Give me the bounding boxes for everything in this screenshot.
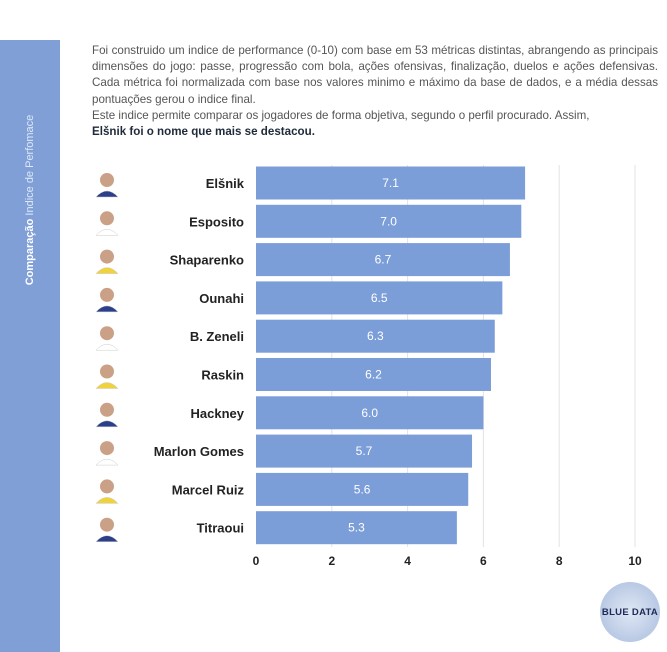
player-avatar-shirt: [95, 343, 119, 351]
player-avatar-head: [100, 479, 114, 494]
bar-value-label: 6.0: [361, 406, 378, 420]
intro-paragraph-2: Este indice permite comparar os jogadore…: [92, 108, 590, 122]
player-avatar-head: [100, 517, 114, 532]
bar: [256, 434, 473, 468]
player-name-label: Marcel Ruiz: [172, 482, 245, 497]
bar-value-label: 6.2: [365, 368, 382, 382]
intro-highlight: Elšnik foi o nome que mais se destacou.: [92, 125, 315, 139]
bar: [256, 472, 469, 506]
bar-value-label: 6.3: [367, 329, 384, 343]
blue-data-logo: BLUE DATA: [600, 582, 660, 642]
bar: [256, 166, 526, 200]
bar: [256, 243, 510, 277]
player-avatar-head: [100, 364, 114, 379]
bar-value-label: 5.7: [356, 444, 373, 458]
player-name-label: Raskin: [201, 368, 244, 383]
intro-paragraph-1: Foi construido um indice de performance …: [92, 44, 658, 106]
bar-value-label: 6.7: [375, 253, 392, 267]
player-avatar-head: [100, 441, 114, 456]
bar: [256, 281, 503, 315]
player-avatar-shirt: [95, 305, 119, 313]
x-tick-label: 2: [328, 554, 335, 568]
intro-text: Foi construido um indice de performance …: [92, 43, 658, 140]
sidebar-band: Comparação Indice de Perfomace: [0, 40, 60, 652]
bar-value-label: 7.1: [382, 176, 399, 190]
x-tick-label: 4: [404, 554, 411, 568]
x-tick-label: 8: [556, 554, 563, 568]
player-name-label: Ounahi: [199, 291, 244, 306]
player-avatar-shirt: [95, 535, 119, 542]
bar-value-label: 7.0: [380, 214, 397, 228]
logo-text: BLUE DATA: [601, 606, 659, 618]
player-avatar-shirt: [95, 420, 119, 428]
player-name-label: B. Zeneli: [190, 329, 244, 344]
player-avatar-head: [100, 249, 114, 264]
bar: [256, 396, 484, 430]
player-avatar-shirt: [95, 458, 119, 466]
bar: [256, 511, 457, 545]
x-tick-label: 0: [253, 554, 260, 568]
x-tick-label: 6: [480, 554, 487, 568]
player-avatar-shirt: [95, 190, 119, 198]
player-name-label: Hackney: [191, 406, 245, 421]
player-avatar-head: [100, 173, 114, 187]
bar: [256, 204, 522, 238]
player-avatar-head: [100, 402, 114, 417]
player-avatar-head: [100, 326, 114, 341]
player-avatar-head: [100, 287, 114, 302]
bar: [256, 358, 491, 391]
player-name-label: Titraoui: [197, 521, 244, 536]
player-avatar-shirt: [95, 497, 119, 504]
player-avatar-shirt: [95, 382, 119, 389]
player-name-label: Elšnik: [206, 176, 245, 191]
bar: [256, 319, 495, 353]
bar-value-label: 6.5: [371, 291, 388, 305]
player-name-label: Shaparenko: [170, 253, 244, 268]
x-tick-label: 10: [628, 554, 642, 568]
player-avatar-shirt: [95, 267, 119, 274]
player-name-label: Marlon Gomes: [154, 444, 244, 459]
player-name-label: Esposito: [189, 214, 244, 229]
player-avatar-head: [100, 211, 114, 226]
bar-value-label: 5.3: [348, 521, 365, 535]
player-avatar-shirt: [95, 229, 119, 236]
bar-value-label: 5.6: [354, 482, 371, 496]
